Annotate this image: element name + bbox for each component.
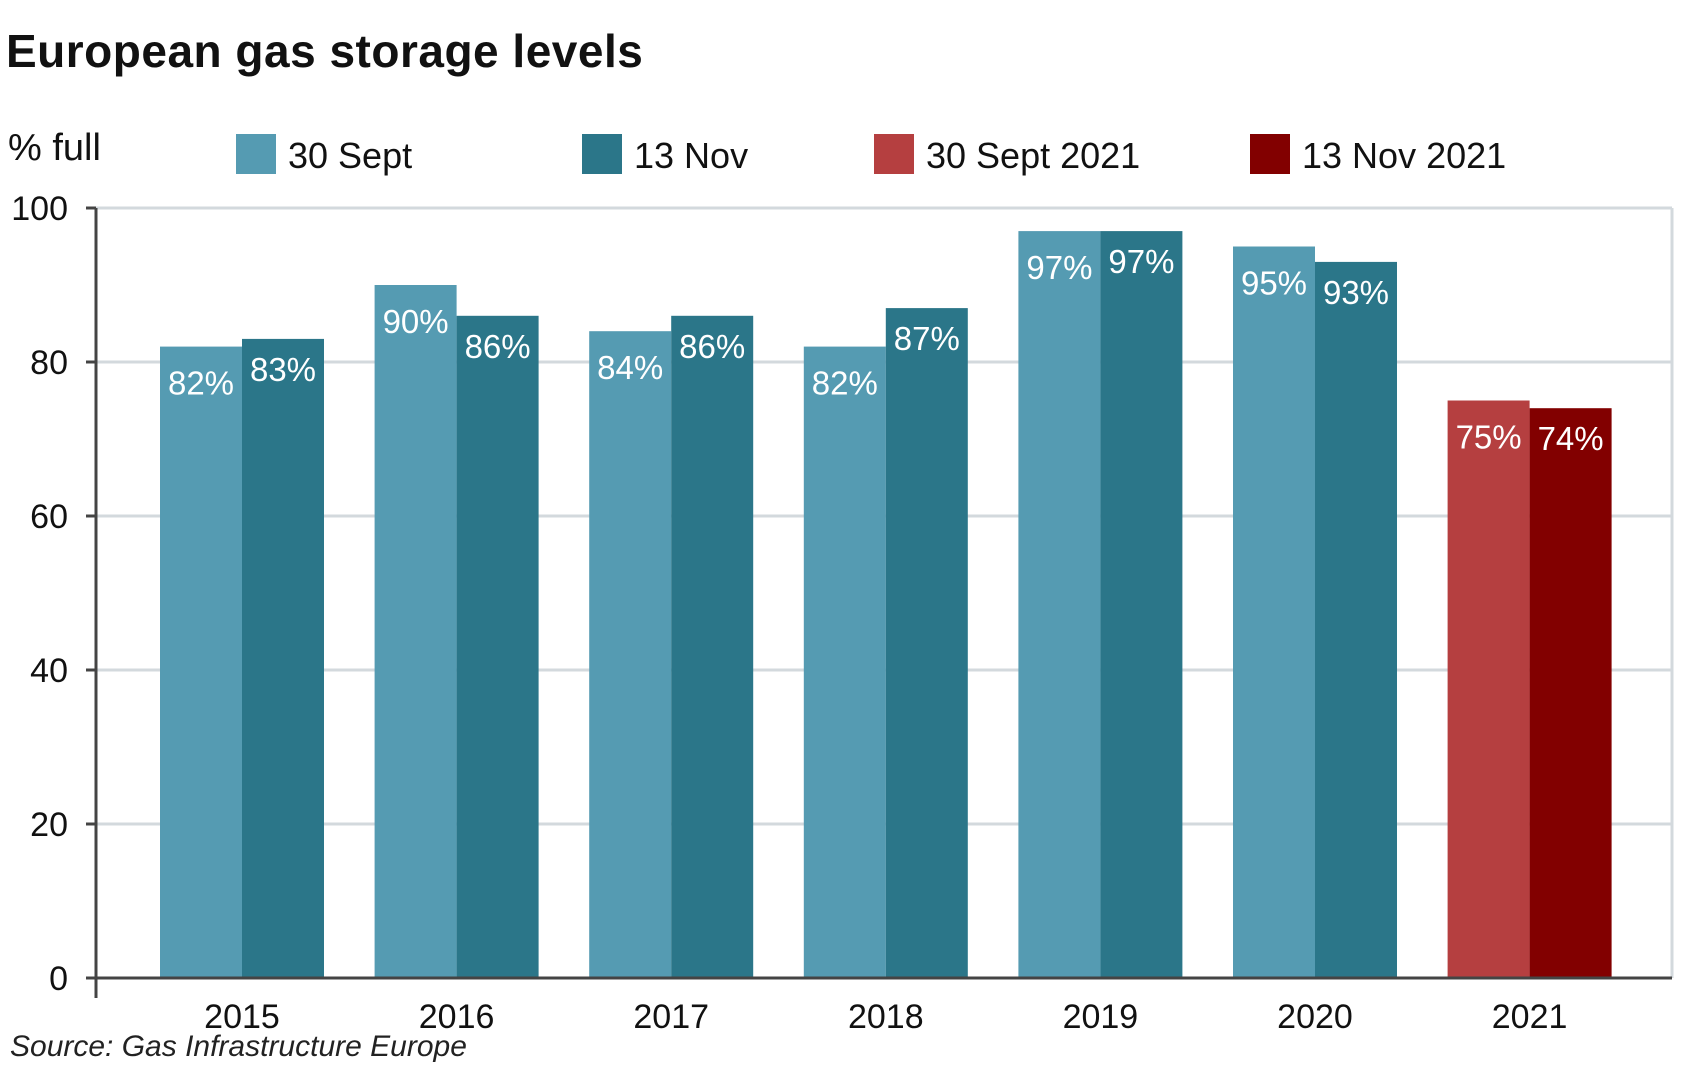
legend-entry: 30 Sept xyxy=(288,135,412,176)
x-tick-label: 2018 xyxy=(848,998,924,1036)
x-tick-label: 2015 xyxy=(204,998,280,1036)
legend: 30 Sept 13 Nov 30 Sept 2021 13 Nov 2021 xyxy=(236,134,1506,176)
legend-entry: 13 Nov 2021 xyxy=(1302,135,1506,176)
bar-data-label: 86% xyxy=(679,328,745,365)
bar xyxy=(1100,231,1183,979)
source-note: Source: Gas Infrastructure Europe xyxy=(10,1030,467,1063)
bar xyxy=(456,315,539,978)
legend-entry: 13 Nov xyxy=(634,135,748,176)
y-tick-label: 0 xyxy=(49,960,68,998)
bar-data-label: 87% xyxy=(894,320,960,357)
x-tick-label: 2017 xyxy=(633,998,709,1036)
bar xyxy=(885,308,968,979)
x-tick-label: 2020 xyxy=(1277,998,1353,1036)
y-tick-label: 100 xyxy=(11,190,68,228)
bar-data-label: 97% xyxy=(1108,243,1174,280)
bar-data-label: 93% xyxy=(1323,274,1389,311)
chart-title: European gas storage levels xyxy=(6,25,644,77)
x-tick-label: 2021 xyxy=(1492,998,1568,1036)
bar-data-label: 82% xyxy=(168,365,234,402)
y-tick-label: 80 xyxy=(30,344,68,382)
x-tick-label: 2016 xyxy=(419,998,495,1036)
bar-data-label: 84% xyxy=(597,349,663,386)
legend-entry: 30 Sept 2021 xyxy=(926,135,1140,176)
bar xyxy=(160,346,242,979)
plot-area: 0 20 40 60 80 100 82% 83% 2015 90% 86% 2016 84% 86% 20… xyxy=(11,190,1674,1036)
bar-data-label: 95% xyxy=(1241,265,1307,302)
bar xyxy=(671,315,754,978)
bar xyxy=(1018,231,1101,979)
bar xyxy=(374,285,457,978)
bar xyxy=(1233,246,1315,978)
legend-swatch xyxy=(236,134,276,174)
legend-swatch xyxy=(582,134,622,174)
bar-data-label: 83% xyxy=(250,351,316,388)
bar xyxy=(1315,261,1397,978)
bar-data-label: 75% xyxy=(1456,419,1522,456)
y-axis-label: % full xyxy=(8,127,101,169)
x-tick-label: 2019 xyxy=(1063,998,1139,1036)
bar-data-label: 90% xyxy=(383,303,449,340)
y-tick-label: 40 xyxy=(30,652,68,690)
bar xyxy=(589,331,672,978)
bar-data-label: 86% xyxy=(465,328,531,365)
bar-data-label: 82% xyxy=(812,365,878,402)
legend-swatch xyxy=(1250,134,1290,174)
bar xyxy=(242,338,324,978)
bar-data-label: 97% xyxy=(1026,249,1092,286)
y-tick-label: 60 xyxy=(30,498,68,536)
bar-data-label: 74% xyxy=(1538,420,1604,457)
bar xyxy=(1447,400,1530,978)
legend-swatch xyxy=(874,134,914,174)
y-tick-label: 20 xyxy=(30,806,68,844)
bar xyxy=(1529,408,1612,978)
bar xyxy=(803,346,886,979)
